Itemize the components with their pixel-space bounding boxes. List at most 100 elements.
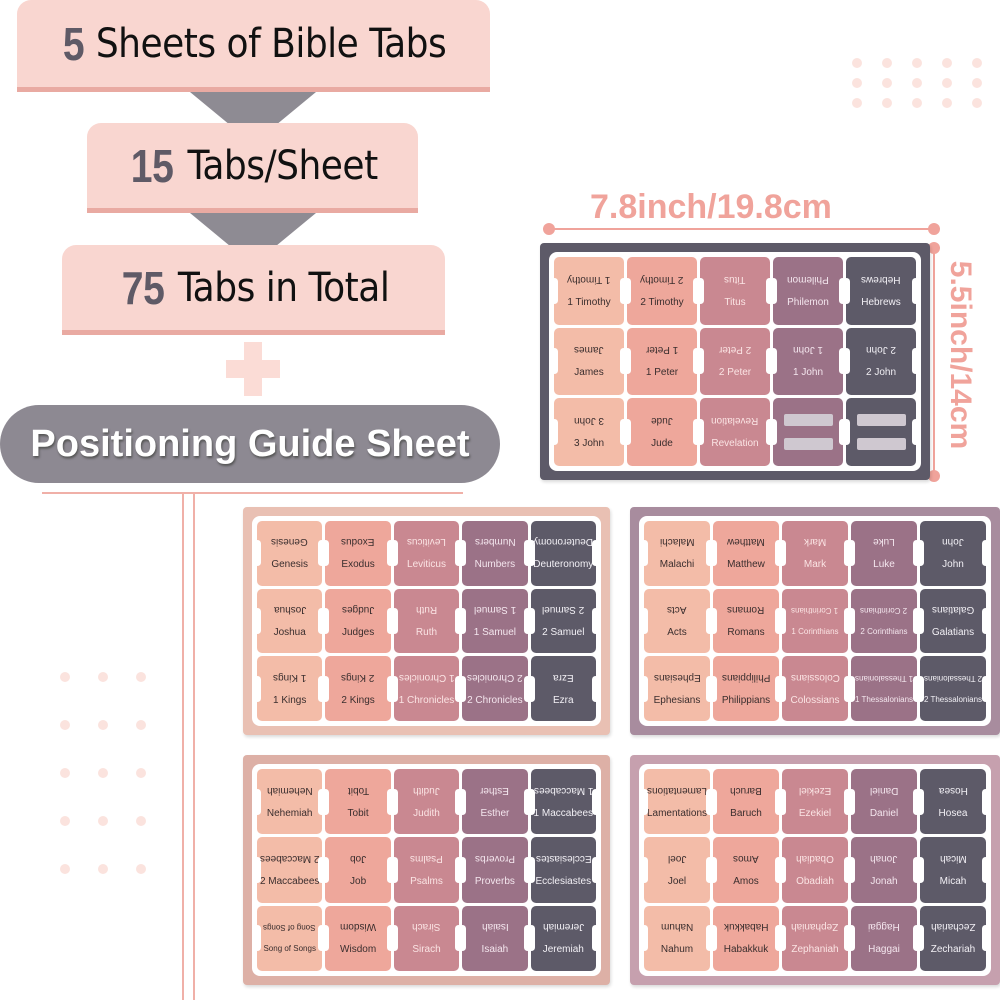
tab-label: Acts	[667, 626, 687, 638]
bible-tab: Wisdom Wisdom	[322, 905, 395, 971]
tab-label-inverted: 1 Kings	[273, 671, 307, 683]
dimension-dot	[928, 470, 940, 482]
sheet-grid: Nehemiah Nehemiah Tobit Tobit Judith Judith Es…	[252, 764, 601, 976]
tab-label: 1 John	[792, 367, 824, 379]
bible-tab: Sirach Sirach	[390, 905, 463, 971]
blank-tab	[843, 398, 919, 466]
tab-label: 1 Samuel	[473, 626, 517, 638]
tab-label: 1 Timothy	[567, 296, 611, 308]
bible-tab: Lamentations Lamentations	[641, 769, 713, 835]
tab-label-inverted: Jeremiah	[542, 921, 584, 933]
sheet-grid: Malachi Malachi Matthew Matthew Mark Mark Luke…	[639, 516, 991, 726]
tab-label: Hosea	[938, 807, 968, 819]
guide-sheet-pill: Positioning Guide Sheet	[0, 405, 500, 483]
tab-label-inverted: James	[574, 344, 604, 356]
tab-label: Hebrews	[861, 296, 901, 308]
tab-label-inverted: Hosea	[938, 784, 968, 796]
bible-tab: Mark Mark	[779, 521, 851, 586]
sheet-grid: 1 Timothy 1 Timothy 2 Timothy 2 Timothy Titu…	[549, 252, 921, 471]
bible-tab: 1 Chronicles 1 Chronicles	[390, 656, 463, 721]
tab-label-inverted: Sirach	[412, 921, 441, 933]
tab-label-inverted: Micah	[939, 852, 967, 864]
bible-tab: Judges Judges	[322, 588, 395, 654]
tab-label: Zephaniah	[791, 944, 839, 956]
bible-tab: 1 Peter 1 Peter	[624, 327, 700, 396]
tab-label-inverted: Ezra	[553, 671, 574, 683]
tab-label: 1 Maccabees	[533, 807, 594, 819]
tab-label-inverted: Revelation	[711, 415, 759, 427]
tab-label: Jude	[651, 438, 673, 450]
bible-tab: Baruch Baruch	[710, 769, 782, 835]
tab-label: 1 Corinthians	[791, 626, 839, 636]
tab-label-inverted: Lamentations	[646, 784, 708, 796]
dimension-dot	[543, 223, 555, 235]
banner-sheets: 5 Sheets of Bible Tabs	[17, 0, 490, 92]
tab-label-inverted: Esther	[480, 784, 510, 796]
bible-tab: Proverbs Proverbs	[459, 837, 532, 903]
tab-label-inverted: Acts	[667, 603, 687, 615]
decor-dots	[852, 58, 982, 108]
blank-label-area	[783, 438, 833, 451]
bible-tab: Tobit Tobit	[322, 769, 395, 835]
bible-tab: Galatians Galatians	[917, 588, 989, 654]
tab-label: 1 Peter	[645, 367, 679, 379]
tab-label-inverted: Habakkuk	[723, 921, 769, 933]
tab-label: 2 Peter	[718, 367, 752, 379]
tab-label-inverted: Haggai	[868, 921, 900, 933]
tab-label: Galatians	[931, 626, 975, 638]
tab-label: Judith	[413, 807, 440, 819]
tab-label-inverted: 3 John	[573, 415, 605, 427]
tab-label-inverted: 1 Chronicles	[398, 671, 455, 683]
blank-label-area	[856, 414, 906, 427]
tab-label: Revelation	[711, 438, 759, 450]
tab-label-inverted: 1 Timothy	[567, 273, 611, 285]
tab-label: Philemon	[787, 296, 829, 308]
bible-tab: Ezekiel Ezekiel	[779, 769, 851, 835]
tab-label: Luke	[873, 559, 895, 571]
bible-tab: Matthew Matthew	[710, 521, 782, 586]
tab-label-inverted: Mark	[803, 536, 827, 548]
tab-label: James	[574, 367, 604, 379]
bible-tab: Joel Joel	[641, 837, 713, 903]
tab-label: Ezra	[553, 694, 574, 706]
total-count: 75	[121, 261, 165, 314]
bible-tab: Jude Jude	[624, 398, 700, 466]
bible-tab: Psalms Psalms	[390, 837, 463, 903]
tab-label: Deuteronomy	[533, 559, 594, 571]
tab-label-inverted: Philemon	[787, 273, 829, 285]
tab-label: 2 Kings	[341, 694, 375, 706]
bible-tab: Acts Acts	[641, 588, 713, 654]
bible-tab: 2 Kings 2 Kings	[322, 656, 395, 721]
tab-label: Job	[350, 875, 367, 887]
bible-tab: 2 Corinthians 2 Corinthians	[848, 588, 920, 654]
bible-tab: 1 Kings 1 Kings	[253, 656, 326, 721]
tab-label: Romans	[727, 626, 765, 638]
tab-label: Habakkuk	[723, 944, 769, 956]
tab-label-inverted: Leviticus	[407, 536, 446, 548]
tab-label-inverted: Judges	[341, 603, 375, 615]
tab-label: Ephesians	[653, 694, 701, 706]
tab-sheet: Malachi Malachi Matthew Matthew Mark Mark Luke…	[630, 507, 1000, 735]
tab-label: Baruch	[730, 807, 762, 819]
tab-label: Joel	[667, 875, 687, 887]
tab-label-inverted: Wisdom	[340, 921, 377, 933]
sheets-label: Sheets of Bible Tabs	[95, 20, 447, 67]
tab-label-inverted: Titus	[724, 273, 746, 285]
bible-tab: Exodus Exodus	[322, 521, 395, 586]
tab-label-inverted: Proverbs	[474, 852, 515, 864]
tab-label-inverted: Judith	[413, 784, 440, 796]
bible-tab: Habakkuk Habakkuk	[710, 905, 782, 971]
tab-label-inverted: Romans	[727, 603, 765, 615]
bible-tab: 1 Corinthians 1 Corinthians	[779, 588, 851, 654]
tab-label: Genesis	[271, 559, 309, 571]
tab-label: 1 Kings	[273, 694, 307, 706]
tab-label-inverted: 2 Peter	[718, 344, 752, 356]
bible-tab: Numbers Numbers	[459, 521, 532, 586]
tab-label-inverted: 2 Timothy	[640, 273, 684, 285]
bible-tab: John John	[917, 521, 989, 586]
tab-label: Titus	[724, 296, 746, 308]
tab-label-inverted: 2 Thessalonians	[923, 673, 983, 683]
bible-tab: Nahum Nahum	[641, 905, 713, 971]
tab-label-inverted: Malachi	[659, 536, 695, 548]
bible-tab: Job Job	[322, 837, 395, 903]
